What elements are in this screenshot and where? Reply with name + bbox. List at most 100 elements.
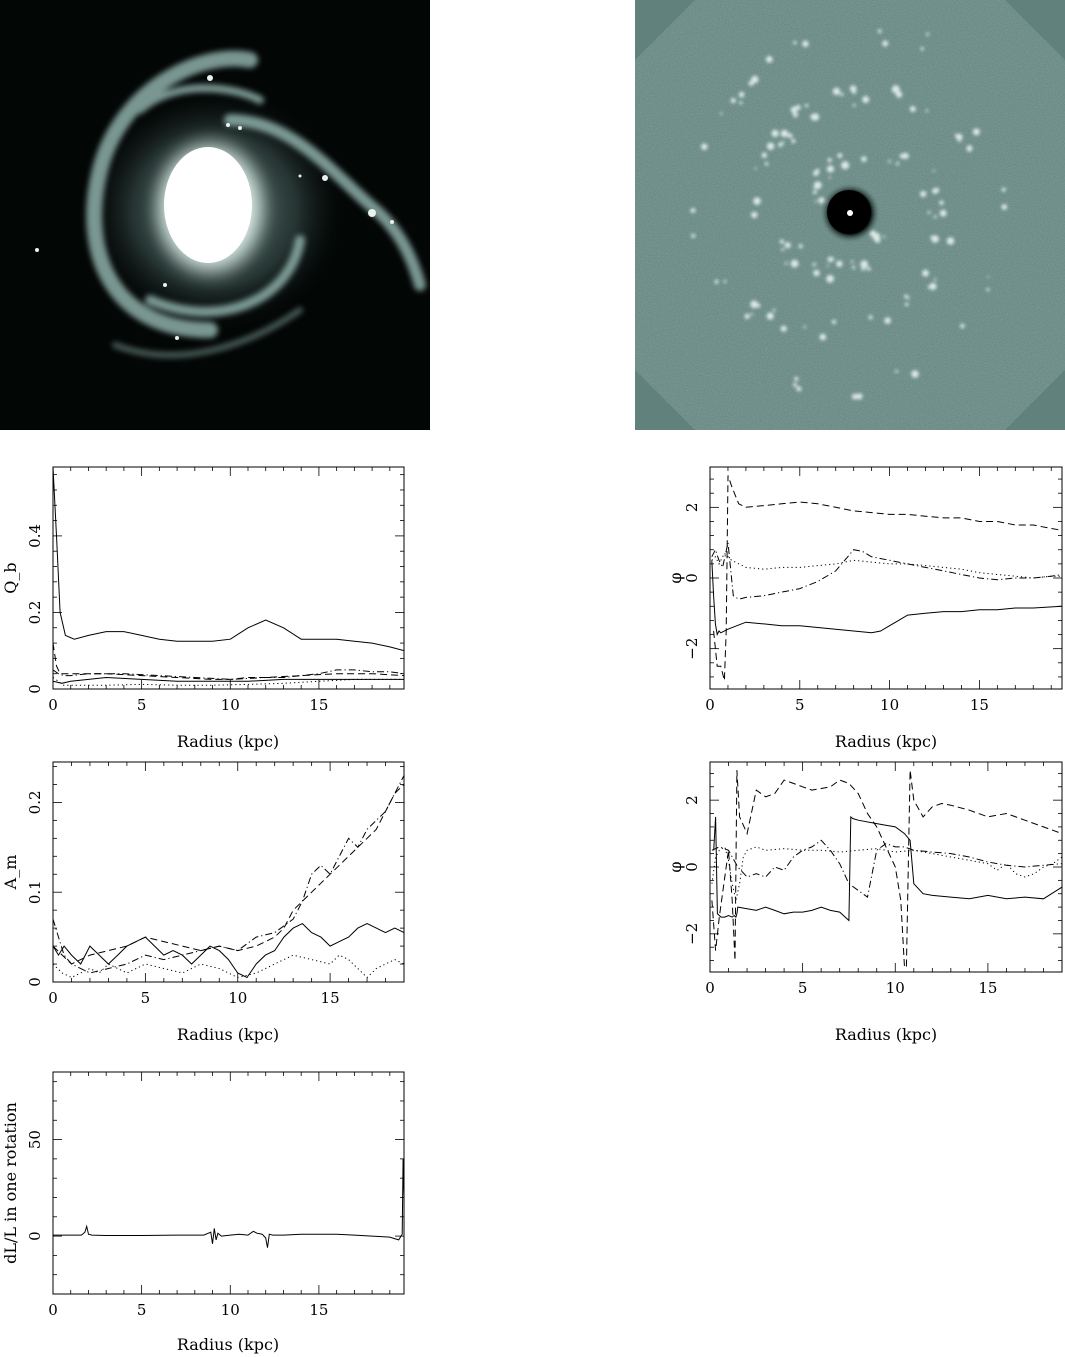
speckle: [899, 153, 905, 159]
speckle: [891, 85, 900, 94]
speckle: [929, 282, 937, 290]
x-tick-label: 0: [705, 696, 715, 714]
speckle: [972, 128, 980, 136]
speckle: [856, 393, 863, 400]
series-line-solid: [53, 676, 404, 684]
speckle: [831, 319, 837, 325]
x-tick-label: 5: [141, 989, 151, 1007]
speckle: [819, 333, 827, 341]
speckle: [812, 262, 816, 267]
speckle: [750, 300, 758, 309]
speckle: [827, 256, 834, 263]
speckle: [781, 248, 785, 251]
speckle: [867, 267, 871, 271]
speckle: [751, 211, 758, 219]
series-line-dashed: [713, 475, 1062, 681]
speckle: [779, 239, 785, 244]
speckle: [883, 235, 886, 238]
x-tick-label: 10: [221, 1301, 240, 1319]
speckle: [791, 138, 796, 144]
speckle: [832, 87, 841, 96]
speckle: [841, 161, 850, 170]
speckle: [895, 369, 899, 373]
speckle: [852, 103, 856, 107]
speckle: [882, 40, 889, 47]
speckle: [796, 386, 802, 392]
speckle: [862, 96, 870, 103]
speckle: [956, 133, 963, 141]
speckle: [837, 153, 843, 159]
galaxy-image-graphic: [0, 0, 430, 430]
speckle: [714, 279, 719, 284]
y-tick-label: 0: [683, 573, 701, 583]
speckle: [827, 158, 832, 163]
speckle: [730, 97, 736, 104]
y-tick-label: 2: [683, 795, 701, 805]
y-tick-label: −2: [683, 923, 701, 945]
x-tick-label: 10: [221, 696, 240, 714]
speckle: [888, 159, 891, 163]
speckle: [738, 91, 745, 98]
speckle: [780, 129, 789, 138]
speckle: [744, 313, 750, 319]
speckle: [772, 308, 776, 312]
speckle: [920, 47, 924, 51]
y-axis-label: Q_b: [1, 562, 20, 593]
speckle: [771, 129, 779, 137]
series-line-dashed: [53, 784, 404, 965]
speckle: [781, 141, 785, 144]
speckle: [946, 237, 955, 245]
speckle: [812, 190, 817, 195]
speckle: [861, 267, 865, 271]
speckle: [884, 317, 891, 324]
x-tick-label: 15: [321, 989, 340, 1007]
speckle: [861, 156, 867, 162]
x-axis-label: Radius (kpc): [177, 1025, 279, 1044]
x-tick-label: 10: [880, 696, 899, 714]
chart-phase2: 0 5 10 15 −2 0 2 Radius (kpc) φ: [666, 761, 1063, 1044]
x-tick-label: 15: [309, 696, 328, 714]
speckle: [765, 56, 773, 63]
speckle: [932, 169, 935, 172]
speckle: [750, 313, 753, 316]
speckle: [814, 200, 818, 203]
speckle: [927, 210, 931, 214]
chart-phase1: 0 5 10 15 −2 0 2 Radius (kpc) φ: [666, 466, 1063, 751]
speckle: [701, 143, 708, 150]
x-tick-label: 15: [970, 696, 989, 714]
speckle: [920, 190, 927, 198]
x-tick-label: 0: [48, 696, 58, 714]
speckle: [909, 106, 916, 112]
speckle: [860, 260, 869, 269]
x-tick-label: 5: [137, 696, 147, 714]
speckle: [932, 188, 938, 194]
speckle: [766, 142, 775, 150]
y-tick-label: 0: [26, 1231, 44, 1241]
speckle: [813, 170, 819, 176]
speckle: [723, 279, 727, 283]
speckle: [895, 162, 900, 166]
chart-dll: 0 5 10 15 0 50 Radius (kpc) dL/L in one rotatio…: [1, 1071, 405, 1354]
speckle: [931, 235, 939, 243]
speckle: [925, 109, 929, 112]
speckle: [904, 302, 909, 307]
residual-image: [635, 0, 1065, 430]
x-axis-label: Radius (kpc): [177, 1335, 279, 1354]
chart-am: 0 5 10 15 0 0.1 0.2 Radius (kpc) A_m: [1, 761, 405, 1044]
speckle: [720, 112, 723, 115]
speckle: [793, 41, 797, 45]
y-tick-label: 2: [683, 503, 701, 513]
galaxy-image: [0, 0, 430, 430]
speckle: [780, 325, 787, 332]
y-tick-label: 0: [26, 977, 44, 987]
series-line-dashdot: [711, 839, 1062, 898]
y-tick-label: 0: [26, 684, 44, 694]
series-line-solid: [53, 467, 404, 652]
series-line-dashdot: [53, 775, 404, 974]
y-tick-label: 0: [683, 862, 701, 872]
x-tick-label: 5: [137, 1301, 147, 1319]
speckle: [754, 167, 757, 170]
speckle: [1001, 204, 1008, 210]
speckle: [790, 106, 798, 114]
speckle: [840, 92, 844, 97]
